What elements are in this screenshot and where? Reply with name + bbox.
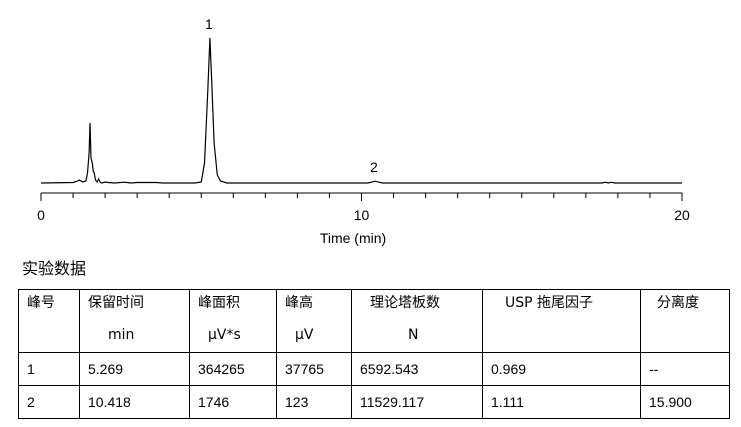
x-tick-label: 10 [354, 207, 370, 223]
results-table: 峰号 保留时间 min 峰面积 μV*s 峰高 μV 理论塔板数 N USP 拖… [18, 289, 730, 419]
header-usp-tailing: USP 拖尾因子 [482, 289, 641, 353]
header-theoretical-plates: 理论塔板数 N [351, 289, 483, 353]
peak-label: 1 [205, 16, 213, 32]
table-header-row: 峰号 保留时间 min 峰面积 μV*s 峰高 μV 理论塔板数 N USP 拖… [18, 289, 730, 353]
header-resolution: 分离度 [640, 289, 730, 353]
chromatogram-trace [40, 37, 682, 184]
cell-retention-time: 10.418 [79, 385, 190, 419]
table-row: 2 10.418 1746 123 11529.117 1.111 15.900 [18, 385, 730, 419]
peak-label: 2 [370, 159, 378, 175]
cell-theoretical-plates: 11529.117 [351, 385, 483, 419]
cell-peak-height: 37765 [276, 352, 352, 386]
peak-labels: 12 [205, 16, 378, 175]
x-axis-label: Time (min) [320, 230, 386, 246]
cell-peak-number: 2 [18, 385, 80, 419]
header-retention-time: 保留时间 min [79, 289, 190, 353]
x-tick-label: 0 [37, 207, 45, 223]
cell-peak-area: 1746 [189, 385, 277, 419]
cell-resolution: 15.900 [640, 385, 730, 419]
header-peak-height: 峰高 μV [276, 289, 352, 353]
header-peak-area: 峰面积 μV*s [189, 289, 277, 353]
header-peak-number: 峰号 [18, 289, 80, 353]
cell-resolution: -- [640, 352, 730, 386]
cell-usp-tailing: 1.111 [482, 385, 641, 419]
table-row: 1 5.269 364265 37765 6592.543 0.969 -- [18, 352, 730, 386]
cell-peak-area: 364265 [189, 352, 277, 386]
cell-usp-tailing: 0.969 [482, 352, 641, 386]
cell-retention-time: 5.269 [79, 352, 190, 386]
chromatogram: 0 10 20 12 Time (min) [37, 16, 690, 246]
x-tick-label: 20 [674, 207, 690, 223]
x-axis: 0 10 20 [37, 192, 690, 223]
section-title: 实验数据 [22, 259, 87, 278]
cell-theoretical-plates: 6592.543 [351, 352, 483, 386]
cell-peak-height: 123 [276, 385, 352, 419]
cell-peak-number: 1 [18, 352, 80, 386]
